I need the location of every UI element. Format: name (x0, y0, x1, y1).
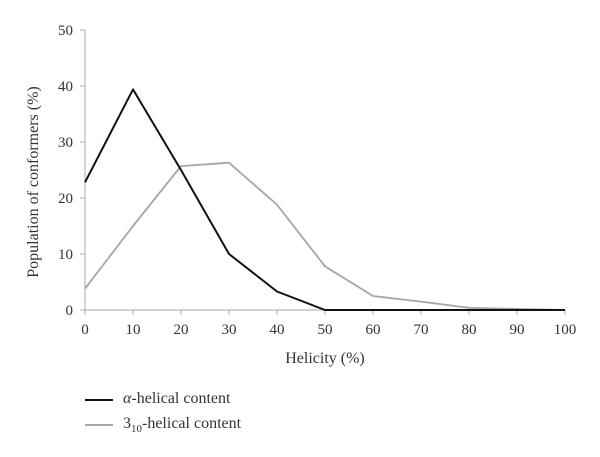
x-tick-label: 30 (222, 322, 237, 338)
x-axis-label: Helicity (%) (285, 350, 365, 367)
line-chart: 0 10 20 30 40 50 0 10 20 30 40 50 60 70 80 90 100 Helic… (25, 23, 576, 367)
y-tick-label: 40 (58, 79, 73, 95)
y-tick-label: 0 (66, 303, 74, 319)
legend-label-3-10-base: 3 (123, 415, 131, 432)
x-tick-label: 100 (554, 322, 577, 338)
legend-label-3-10-subscript: 10 (131, 423, 142, 436)
legend-label-3-10: 310-helical content (123, 413, 241, 440)
series-lines (84, 88, 566, 311)
y-tick-label: 50 (58, 23, 73, 39)
x-tick-label: 20 (174, 322, 189, 338)
series-line-alpha-helical (84, 88, 565, 311)
legend-label-3-10-text: -helical content (142, 415, 242, 432)
x-tick-label: 40 (270, 322, 285, 338)
x-tick-label: 0 (81, 322, 89, 338)
x-tick-label: 80 (462, 322, 477, 338)
x-tick-label: 50 (318, 322, 333, 338)
legend-label-alpha-text: -helical content (131, 390, 231, 407)
y-tick-label: 20 (58, 191, 73, 207)
x-tick-label: 90 (510, 322, 525, 338)
y-axis-ticks: 0 10 20 30 40 50 (58, 23, 85, 319)
legend-swatch-alpha (85, 399, 113, 401)
x-tick-label: 70 (414, 322, 429, 338)
x-axis-ticks: 0 10 20 30 40 50 60 70 80 90 100 (81, 310, 576, 338)
y-axis-label: Population of conformers (%) (25, 86, 42, 278)
x-tick-label: 10 (126, 322, 141, 338)
y-tick-label: 30 (58, 135, 73, 151)
legend-swatch-3-10 (85, 424, 113, 426)
x-tick-label: 60 (366, 322, 381, 338)
legend-label-alpha: α-helical content (123, 388, 230, 410)
alpha-symbol: α (123, 390, 132, 407)
series-line-3-10-helical (84, 161, 566, 311)
y-tick-label: 10 (58, 247, 73, 263)
